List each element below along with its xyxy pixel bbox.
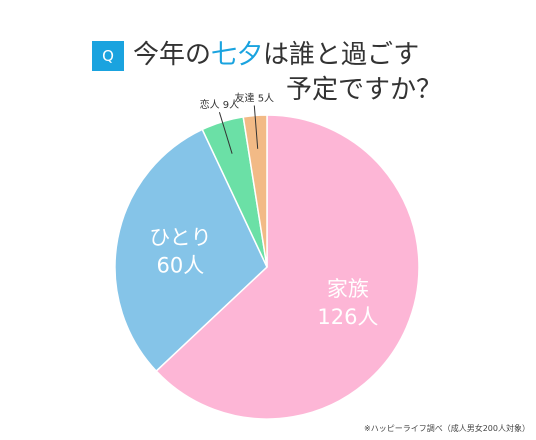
slice-3-leader-line (253, 105, 259, 149)
slice-0-label: 家族 (327, 277, 369, 301)
source-note: ※ハッピーライフ調べ（成人男女200人対象） (364, 424, 530, 433)
pie-slice-1 (114, 128, 268, 373)
title-highlight: 七夕 (211, 40, 264, 70)
title-text-a: 今年の (133, 40, 212, 70)
chart-title-line-1: 今年の七夕は誰と過ごす (133, 38, 419, 72)
pie-slice-0 (155, 114, 420, 420)
slice-2-leader-line (218, 112, 233, 154)
title-text-b: は誰と過ごす (263, 40, 420, 70)
question-badge: Q (92, 41, 124, 71)
slice-0-value: 126人 (317, 305, 378, 329)
slice-1-value: 60人 (157, 254, 205, 278)
slice-1-label: ひとり (149, 226, 211, 250)
slice-3-label: 友達 5人 (235, 92, 275, 105)
slice-2-label: 恋人 9人 (200, 98, 240, 111)
chart-title-line-2: 予定ですか？ (286, 75, 443, 105)
